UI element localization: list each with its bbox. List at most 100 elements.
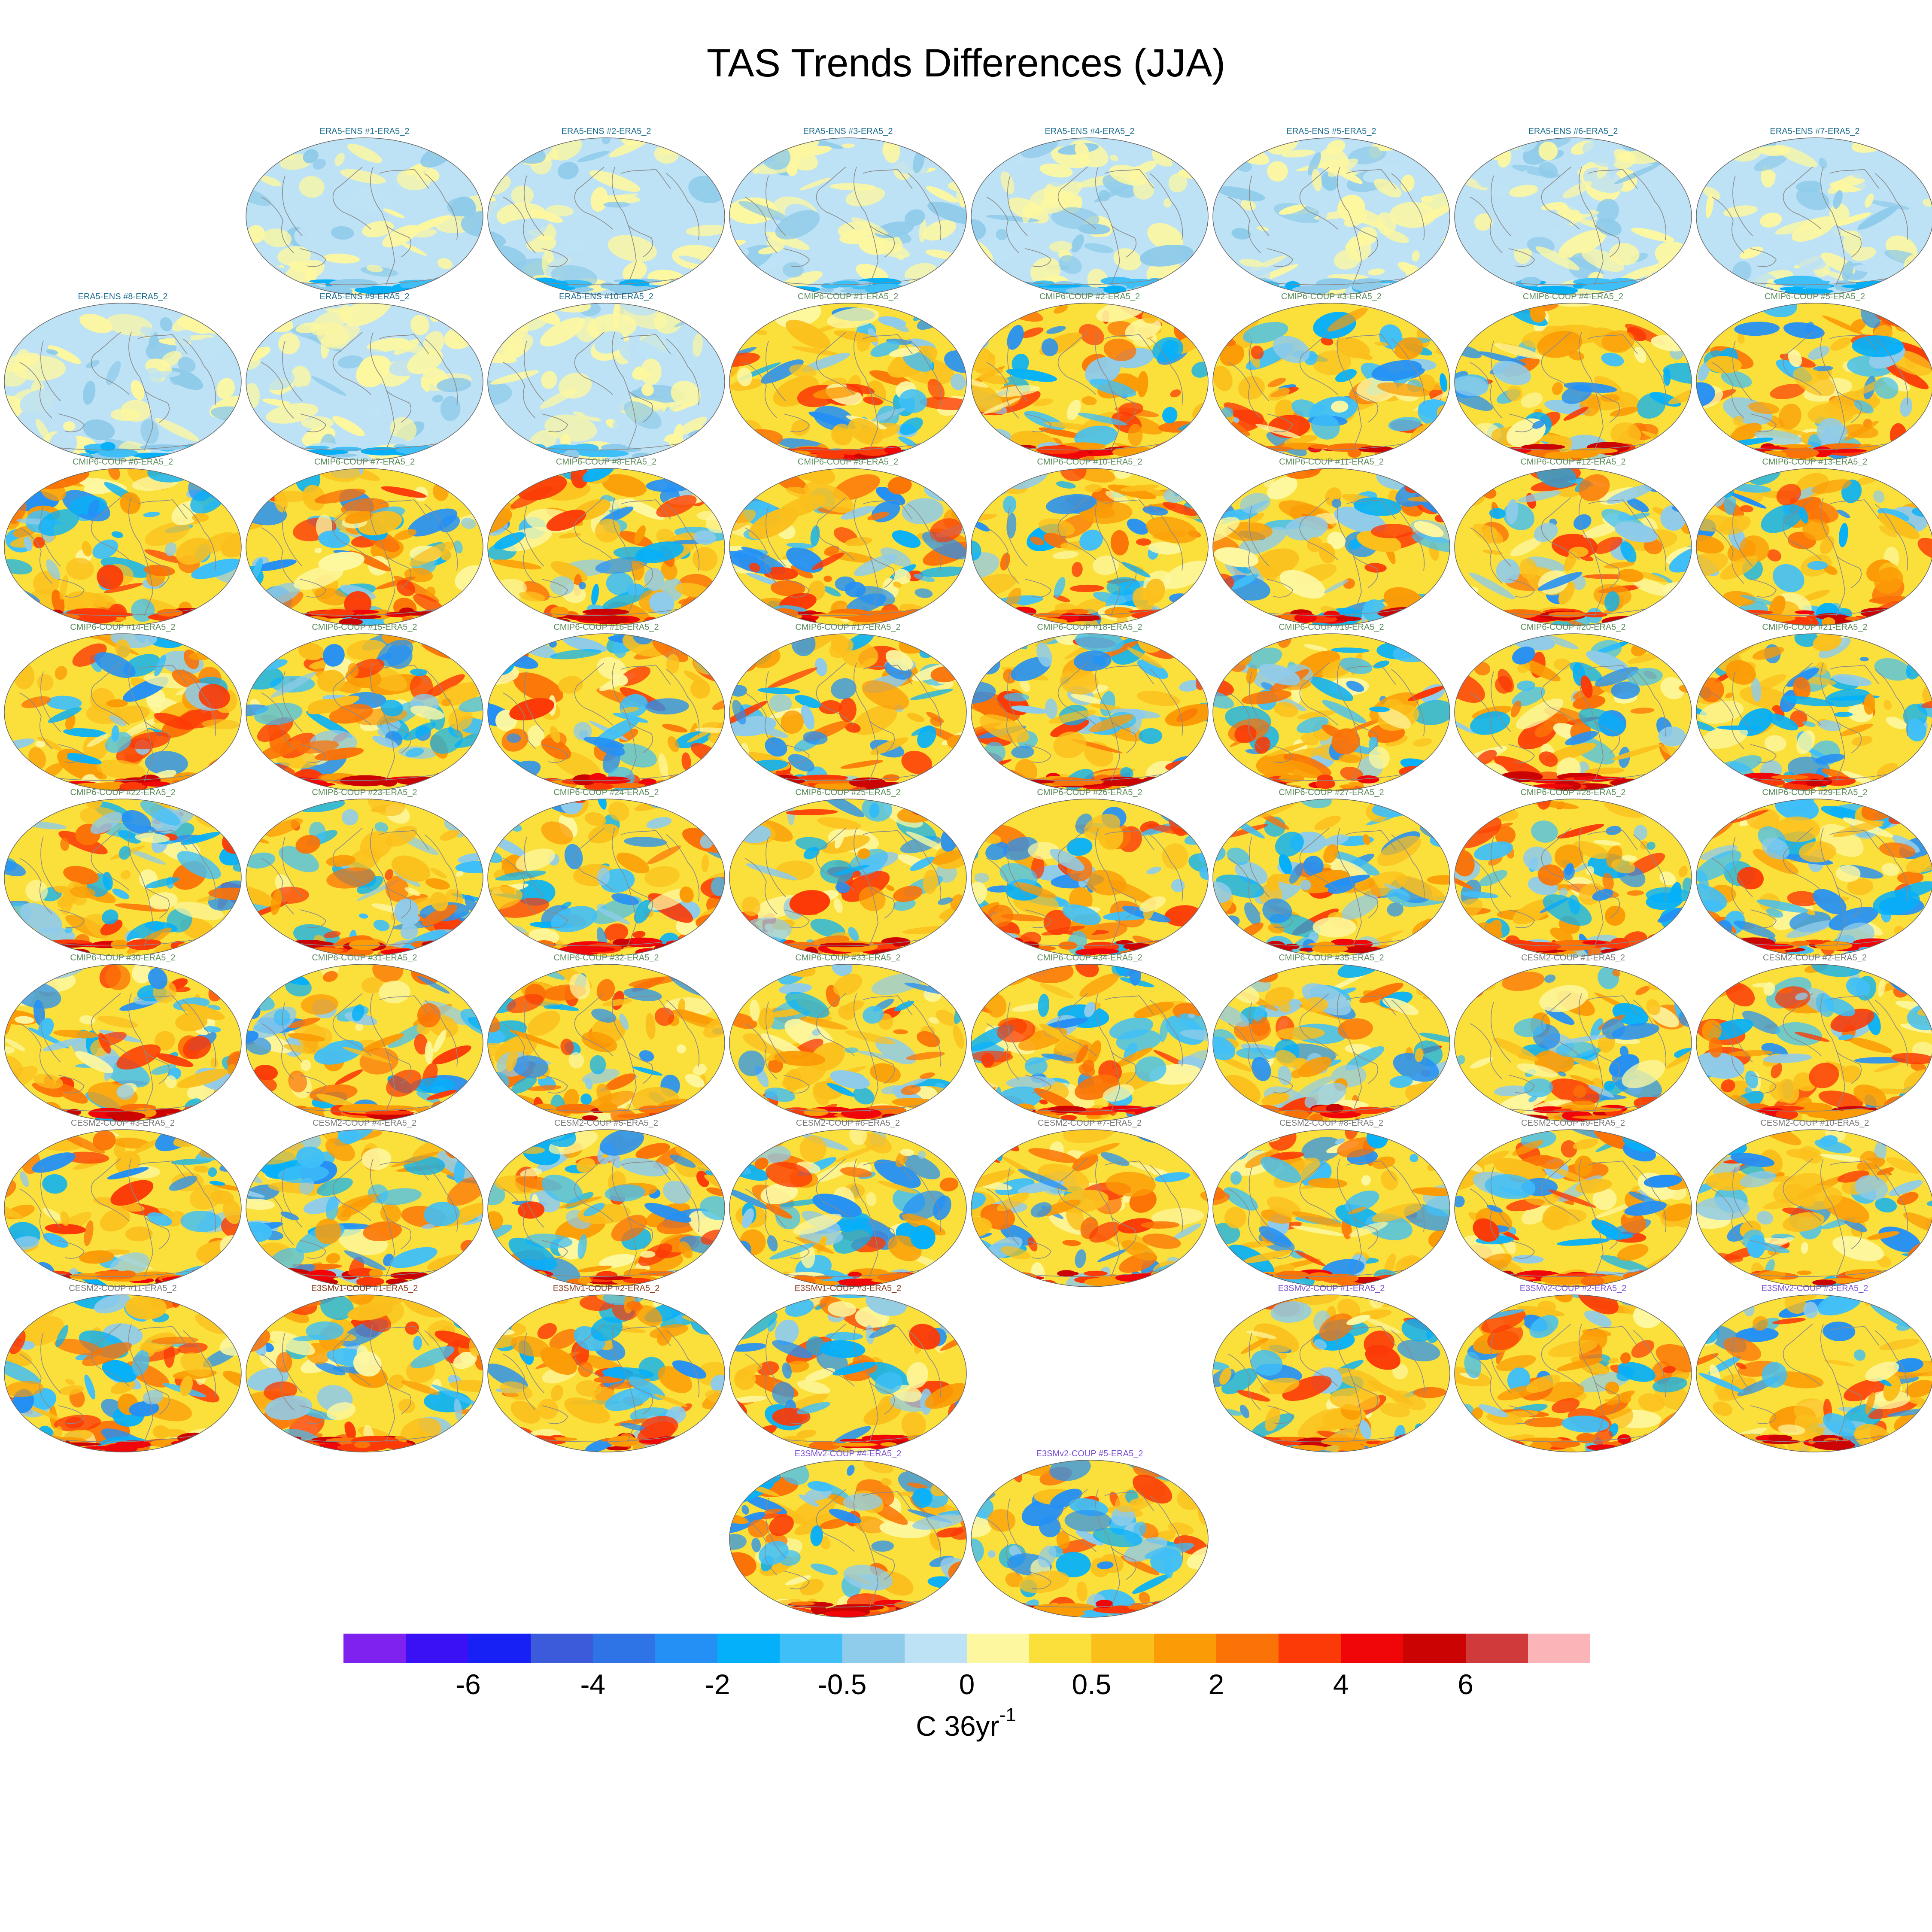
coastline <box>1249 671 1270 732</box>
anomaly-patch <box>1604 591 1620 612</box>
anomaly-patch <box>1544 742 1596 762</box>
anomaly-patch <box>1764 735 1786 752</box>
anomaly-patch <box>386 1069 422 1097</box>
coastline <box>386 225 412 258</box>
anomaly-patch <box>493 869 505 878</box>
coastline <box>1299 332 1338 395</box>
anomaly-patch <box>247 225 265 243</box>
anomaly-patch <box>1234 725 1257 744</box>
anomaly-patch <box>43 1038 84 1051</box>
anomaly-patch <box>738 201 790 222</box>
polar-anomaly-patch <box>1147 948 1196 954</box>
coastline <box>816 828 855 891</box>
anomaly-patch <box>632 931 646 938</box>
polar-anomaly-patch <box>524 1110 558 1115</box>
anomaly-patch <box>400 924 418 940</box>
coastline <box>986 197 1019 253</box>
anomaly-patch <box>764 1088 796 1102</box>
polar-anomaly-patch <box>1242 444 1256 454</box>
anomaly-patch <box>1424 813 1449 828</box>
anomaly-patch <box>848 927 859 941</box>
anomaly-patch <box>1471 932 1488 943</box>
anomaly-patch <box>1530 305 1546 323</box>
anomaly-patch <box>331 226 354 240</box>
anomaly-patch <box>1838 523 1848 547</box>
anomaly-patch <box>1318 543 1336 564</box>
anomaly-patch <box>683 353 705 369</box>
anomaly-patch <box>1322 700 1367 723</box>
anomaly-patch <box>1199 866 1208 880</box>
anomaly-patch <box>293 565 343 590</box>
anomaly-patch <box>399 242 427 256</box>
anomaly-patch <box>820 799 865 817</box>
anomaly-patch <box>433 1030 447 1053</box>
anomaly-patch <box>377 639 413 667</box>
anomaly-patch <box>1727 755 1762 773</box>
anomaly-patch <box>738 1050 765 1076</box>
anomaly-patch <box>620 138 641 146</box>
anomaly-patch <box>658 160 675 178</box>
anomaly-patch <box>1073 650 1112 671</box>
anomaly-patch <box>229 430 240 457</box>
anomaly-patch <box>252 558 263 579</box>
anomaly-patch <box>227 312 240 327</box>
anomaly-patch <box>1162 407 1178 424</box>
anomaly-patch <box>352 1004 365 1021</box>
coastline <box>503 858 536 914</box>
map-svg <box>4 964 242 1122</box>
coastline <box>627 390 653 423</box>
anomaly-patch <box>501 1092 512 1106</box>
anomaly-patch <box>906 1051 945 1060</box>
anomaly-patch <box>502 445 517 455</box>
anomaly-patch <box>1040 181 1082 209</box>
anomaly-patch <box>623 837 667 847</box>
anomaly-patch <box>46 349 58 355</box>
anomaly-patch <box>1367 268 1385 276</box>
anomaly-patch <box>1646 887 1691 903</box>
anomaly-patch <box>1241 200 1256 211</box>
coastline <box>379 334 429 354</box>
coastline <box>1783 662 1822 726</box>
map-panel: CMIP6-COUP #8-ERA5_2 <box>486 457 726 629</box>
anomaly-patch <box>67 591 108 608</box>
anomaly-patch <box>63 421 76 431</box>
anomaly-patch <box>1604 905 1625 926</box>
anomaly-patch <box>987 905 1014 927</box>
anomaly-patch <box>1793 367 1835 396</box>
anomaly-patch <box>1323 844 1338 864</box>
anomaly-patch <box>750 999 760 1022</box>
coastline <box>863 995 913 1015</box>
anomaly-patch <box>432 1045 471 1065</box>
polar-anomaly-patch <box>759 945 798 951</box>
anomaly-patch <box>160 317 173 331</box>
coastline <box>1588 665 1638 685</box>
polar-anomaly-patch <box>1066 609 1089 615</box>
anomaly-patch <box>692 799 720 811</box>
polar-anomaly-patch <box>1875 284 1919 292</box>
anomaly-patch <box>925 303 961 320</box>
anomaly-patch <box>1274 702 1298 717</box>
anomaly-patch <box>246 634 252 647</box>
anomaly-patch <box>789 364 817 378</box>
coastline <box>783 248 810 267</box>
anomaly-patch <box>322 644 345 667</box>
anomaly-patch <box>313 158 326 170</box>
anomaly-patch <box>582 393 632 418</box>
panel-label: CMIP6-COUP #10-ERA5_2 <box>1037 457 1142 467</box>
anomaly-patch <box>459 430 483 436</box>
anomaly-patch <box>971 761 993 774</box>
anomaly-patch <box>1617 569 1644 583</box>
anomaly-patch <box>1213 690 1234 709</box>
polar-anomaly-patch <box>1564 450 1598 459</box>
anomaly-patch <box>1734 322 1780 336</box>
anomaly-patch <box>279 846 319 872</box>
coastline <box>863 499 913 519</box>
anomaly-patch <box>1276 759 1322 778</box>
anomaly-patch <box>311 468 360 482</box>
anomaly-patch <box>904 209 925 226</box>
polar-anomaly-patch <box>1294 613 1317 623</box>
anomaly-patch <box>263 474 273 491</box>
anomaly-patch <box>15 1016 34 1024</box>
anomaly-patch <box>35 419 50 441</box>
anomaly-patch <box>248 889 273 907</box>
